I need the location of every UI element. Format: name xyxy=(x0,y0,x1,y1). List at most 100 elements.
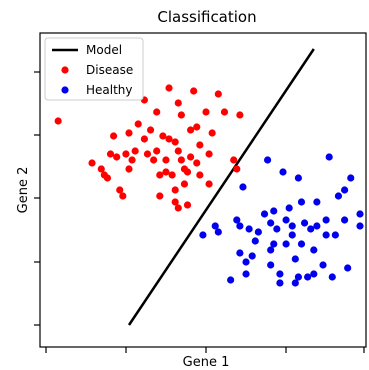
healthy-point xyxy=(282,240,290,248)
healthy-point xyxy=(322,216,330,224)
disease-point xyxy=(174,204,182,212)
healthy-point xyxy=(242,270,250,278)
y-axis-label: Gene 2 xyxy=(16,167,31,214)
disease-point xyxy=(162,156,170,164)
disease-point xyxy=(193,159,201,167)
healthy-point xyxy=(233,216,241,224)
disease-point xyxy=(125,165,133,173)
disease-point xyxy=(140,135,148,143)
healthy-point xyxy=(285,204,293,212)
healthy-point xyxy=(264,156,272,164)
disease-point xyxy=(205,150,213,158)
disease-point xyxy=(97,165,105,173)
disease-point xyxy=(190,87,198,95)
legend-disease-label: Disease xyxy=(86,63,133,77)
healthy-point xyxy=(236,249,244,257)
healthy-point xyxy=(310,270,318,278)
model-line xyxy=(127,48,315,326)
healthy-point xyxy=(310,246,318,254)
disease-point xyxy=(143,150,152,158)
healthy-point xyxy=(245,225,253,233)
legend-box xyxy=(44,37,144,101)
disease-point xyxy=(125,129,133,137)
disease-point xyxy=(110,132,118,140)
legend-disease-swatch xyxy=(61,66,69,74)
healthy-point xyxy=(313,198,321,206)
disease-point xyxy=(196,171,204,179)
healthy-point xyxy=(341,186,349,194)
healthy-point xyxy=(211,222,219,230)
legend-healthy-swatch xyxy=(61,86,69,94)
healthy-point xyxy=(254,228,262,236)
disease-point xyxy=(88,159,96,167)
healthy-point xyxy=(288,222,296,230)
disease-point xyxy=(214,90,222,98)
healthy-point xyxy=(291,255,299,263)
disease-point xyxy=(122,150,130,158)
healthy-point xyxy=(300,219,309,227)
healthy-point xyxy=(273,225,281,233)
disease-point xyxy=(159,132,167,140)
healthy-point xyxy=(291,279,299,287)
healthy-point xyxy=(356,222,364,230)
disease-point xyxy=(205,180,213,188)
healthy-point xyxy=(239,183,247,191)
disease-point xyxy=(150,156,158,164)
legend-healthy-label: Healthy xyxy=(86,83,133,97)
healthy-point xyxy=(356,210,364,218)
healthy-point xyxy=(294,174,302,182)
disease-point xyxy=(153,108,161,116)
disease-point xyxy=(165,84,173,92)
healthy-point xyxy=(270,240,278,248)
disease-point xyxy=(236,111,244,119)
disease-point xyxy=(54,117,62,125)
healthy-point xyxy=(242,258,250,266)
disease-point xyxy=(187,153,195,161)
healthy-point xyxy=(276,279,284,287)
disease-point xyxy=(113,153,121,161)
healthy-point xyxy=(267,246,275,254)
scatter-points xyxy=(54,84,364,287)
disease-point xyxy=(171,186,179,194)
healthy-point xyxy=(344,264,352,272)
disease-point xyxy=(230,156,238,164)
disease-point xyxy=(131,147,139,155)
disease-point xyxy=(168,171,176,179)
healthy-point xyxy=(341,216,349,224)
disease-point xyxy=(171,198,179,206)
legend-model-label: Model xyxy=(86,43,122,57)
disease-point xyxy=(233,165,241,173)
disease-point xyxy=(193,123,201,131)
disease-point xyxy=(174,99,182,107)
disease-point xyxy=(146,126,155,134)
healthy-point xyxy=(236,222,244,230)
disease-point xyxy=(156,192,164,200)
healthy-point xyxy=(227,276,235,284)
healthy-point xyxy=(347,174,355,182)
disease-point xyxy=(177,156,185,164)
healthy-point xyxy=(304,273,312,281)
healthy-point xyxy=(248,252,256,260)
disease-point xyxy=(134,120,142,128)
healthy-point xyxy=(313,222,321,230)
disease-point xyxy=(156,171,164,179)
healthy-point xyxy=(319,261,327,269)
healthy-point xyxy=(282,216,290,224)
x-axis-label: Gene 1 xyxy=(183,355,230,370)
chart-title: Classification xyxy=(157,8,256,26)
disease-point xyxy=(116,186,124,194)
disease-point xyxy=(187,126,195,134)
healthy-point xyxy=(251,237,259,245)
healthy-point xyxy=(294,273,302,281)
disease-point xyxy=(208,129,216,137)
healthy-point xyxy=(307,225,315,233)
healthy-point xyxy=(325,153,333,161)
healthy-point xyxy=(279,168,287,176)
healthy-point xyxy=(267,219,275,227)
healthy-point xyxy=(334,192,343,200)
healthy-point xyxy=(297,198,306,206)
legend: Model Disease Healthy xyxy=(44,37,144,101)
healthy-point xyxy=(297,240,306,248)
healthy-point xyxy=(260,210,269,218)
